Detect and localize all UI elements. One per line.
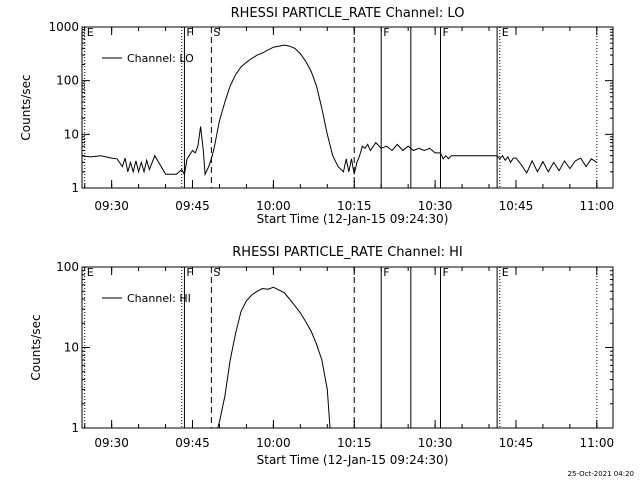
series-line-1 (81, 44, 598, 177)
x-tick-label: 10:30 (418, 436, 453, 450)
marker-label: E (502, 26, 509, 39)
y-axis-label: Counts/sec (19, 74, 33, 140)
marker-label: F (442, 26, 448, 39)
y-tick-label: 1 (71, 181, 79, 195)
y-tick-label: 100 (56, 260, 79, 274)
marker-label: E (87, 26, 94, 39)
marker-label: F (442, 266, 448, 279)
series-line-1 (217, 286, 331, 429)
x-axis-label: Start Time (12-Jan-15 09:24:30) (257, 453, 449, 467)
x-tick-label: 10:45 (499, 199, 534, 213)
chart-panel-2: RHESSI PARTICLE_RATE Channel: HI Counts/s… (29, 245, 614, 467)
x-tick-label: 10:45 (499, 436, 534, 450)
legend-label: Channel: LO (127, 52, 194, 65)
marker-label: E (502, 266, 509, 279)
x-tick-label: 10:30 (418, 199, 453, 213)
marker-label: S (213, 266, 220, 279)
marker-label: F (186, 266, 192, 279)
x-tick-label: 09:30 (94, 436, 129, 450)
y-tick-label: 10 (64, 341, 79, 355)
y-tick-label: 1 (71, 421, 79, 435)
y-tick-label: 10 (64, 127, 79, 141)
y-tick-label: 1000 (48, 20, 79, 34)
x-tick-label: 10:00 (256, 436, 291, 450)
y-tick-label: 100 (56, 74, 79, 88)
legend-label: Channel: HI (127, 292, 191, 305)
chart-title: RHESSI PARTICLE_RATE Channel: HI (232, 245, 462, 260)
marker-label: F (383, 26, 389, 39)
x-tick-label: 11:00 (580, 436, 615, 450)
marker-label: S (213, 26, 220, 39)
marker-label: F (383, 266, 389, 279)
date-stamp: 25-Oct-2021 04:20 (567, 470, 634, 478)
marker-label: E (87, 266, 94, 279)
y-axis-label: Counts/sec (29, 314, 43, 380)
x-axis-label: Start Time (12-Jan-15 09:24:30) (257, 212, 449, 226)
x-tick-label: 09:30 (94, 199, 129, 213)
x-tick-label: 10:15 (337, 436, 372, 450)
chart-panel-1: RHESSI PARTICLE_RATE Channel: LO Counts/s… (19, 6, 614, 226)
x-tick-label: 10:15 (337, 199, 372, 213)
plot-frame (81, 26, 614, 189)
marker-label: F (186, 26, 192, 39)
x-tick-label: 09:45 (175, 199, 210, 213)
x-tick-label: 09:45 (175, 436, 210, 450)
x-tick-label: 10:00 (256, 199, 291, 213)
chart-title: RHESSI PARTICLE_RATE Channel: LO (231, 6, 465, 21)
x-tick-label: 11:00 (580, 199, 615, 213)
